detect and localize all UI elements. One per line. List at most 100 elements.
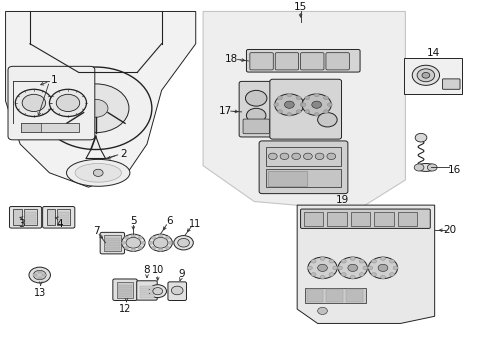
Circle shape: [421, 72, 429, 78]
Circle shape: [149, 234, 172, 251]
Bar: [266, 169, 340, 187]
FancyBboxPatch shape: [442, 79, 459, 89]
Circle shape: [302, 94, 330, 116]
Circle shape: [56, 94, 80, 112]
Circle shape: [328, 260, 333, 263]
Bar: [104, 235, 121, 251]
Bar: [23, 210, 37, 225]
Bar: [24, 212, 36, 216]
Bar: [21, 123, 79, 132]
Circle shape: [362, 266, 367, 270]
Circle shape: [277, 110, 282, 113]
Bar: [38, 271, 41, 273]
Circle shape: [347, 264, 357, 271]
Bar: [140, 294, 154, 298]
Bar: [266, 147, 340, 166]
Circle shape: [153, 237, 167, 248]
Text: 2: 2: [120, 149, 126, 159]
Circle shape: [380, 257, 385, 260]
FancyBboxPatch shape: [269, 79, 341, 139]
Ellipse shape: [66, 159, 130, 186]
Bar: [58, 212, 69, 216]
FancyBboxPatch shape: [100, 232, 124, 254]
Text: 8: 8: [143, 265, 150, 275]
Text: 10: 10: [151, 265, 163, 275]
Text: 20: 20: [443, 225, 456, 235]
Circle shape: [15, 89, 52, 117]
Text: 3: 3: [18, 219, 24, 229]
Text: 12: 12: [119, 304, 131, 314]
Bar: [140, 286, 154, 289]
Bar: [24, 221, 36, 224]
Circle shape: [124, 236, 128, 239]
Circle shape: [177, 238, 189, 247]
Circle shape: [138, 246, 142, 249]
Circle shape: [328, 273, 333, 276]
Bar: [46, 210, 55, 225]
Circle shape: [245, 90, 266, 106]
Polygon shape: [203, 12, 405, 211]
Circle shape: [158, 234, 162, 237]
Circle shape: [246, 108, 265, 123]
Circle shape: [301, 103, 305, 107]
Circle shape: [141, 241, 145, 244]
FancyBboxPatch shape: [9, 207, 41, 228]
FancyBboxPatch shape: [246, 49, 359, 72]
Circle shape: [310, 273, 315, 276]
Bar: [118, 285, 132, 288]
Circle shape: [414, 134, 426, 142]
Circle shape: [323, 110, 328, 113]
Bar: [58, 221, 69, 224]
Circle shape: [83, 99, 108, 117]
Circle shape: [274, 94, 304, 116]
Circle shape: [131, 248, 135, 251]
Circle shape: [122, 241, 125, 244]
FancyBboxPatch shape: [325, 53, 348, 70]
Circle shape: [377, 264, 387, 271]
FancyBboxPatch shape: [300, 209, 429, 228]
Circle shape: [165, 236, 169, 239]
FancyBboxPatch shape: [42, 207, 75, 228]
FancyBboxPatch shape: [167, 282, 186, 301]
Circle shape: [284, 101, 294, 108]
Circle shape: [349, 257, 354, 260]
Bar: [140, 290, 154, 293]
Bar: [118, 293, 132, 297]
Circle shape: [317, 113, 336, 127]
Bar: [58, 217, 69, 220]
Bar: [267, 171, 306, 186]
FancyBboxPatch shape: [300, 53, 324, 70]
Bar: [327, 212, 346, 226]
Bar: [105, 238, 120, 241]
Circle shape: [268, 153, 277, 159]
Circle shape: [389, 260, 394, 263]
Circle shape: [171, 286, 183, 295]
Bar: [373, 212, 393, 226]
FancyBboxPatch shape: [137, 281, 157, 300]
Text: 17: 17: [218, 106, 231, 116]
FancyBboxPatch shape: [8, 66, 95, 140]
Circle shape: [392, 266, 397, 270]
Circle shape: [122, 234, 145, 251]
FancyBboxPatch shape: [275, 53, 298, 70]
Circle shape: [296, 110, 301, 113]
Circle shape: [49, 89, 86, 117]
Text: 18: 18: [225, 54, 238, 64]
Circle shape: [291, 153, 300, 159]
Circle shape: [168, 241, 172, 244]
Circle shape: [371, 273, 376, 276]
Circle shape: [303, 153, 312, 159]
Text: 16: 16: [447, 165, 460, 175]
Circle shape: [149, 241, 153, 244]
Circle shape: [341, 260, 346, 263]
Circle shape: [367, 266, 372, 270]
FancyBboxPatch shape: [239, 81, 273, 137]
Text: 9: 9: [179, 269, 185, 279]
FancyBboxPatch shape: [243, 119, 269, 134]
Text: 4: 4: [57, 219, 63, 229]
Circle shape: [427, 164, 436, 171]
Circle shape: [62, 84, 129, 133]
Text: 1: 1: [51, 75, 58, 85]
Bar: [24, 217, 36, 220]
Text: 13: 13: [34, 288, 46, 298]
